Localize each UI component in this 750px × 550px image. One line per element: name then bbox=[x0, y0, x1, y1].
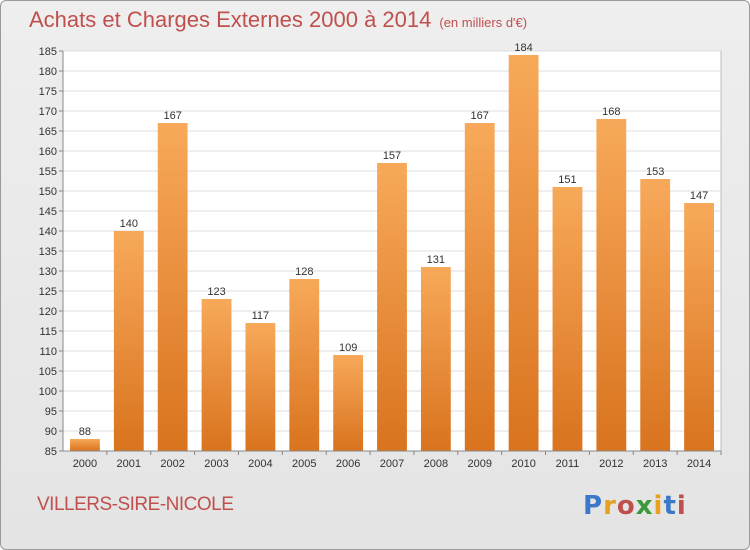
y-tick-label: 105 bbox=[39, 366, 57, 378]
logo-letter: P bbox=[583, 491, 604, 521]
data-label: 140 bbox=[120, 218, 138, 230]
logo-letter: x bbox=[635, 491, 654, 521]
y-tick-label: 145 bbox=[39, 206, 57, 218]
y-tick-label: 180 bbox=[39, 66, 57, 78]
x-tick-label: 2001 bbox=[117, 458, 141, 470]
x-tick-label: 2002 bbox=[160, 458, 184, 470]
x-tick-label: 2003 bbox=[204, 458, 228, 470]
y-tick-label: 150 bbox=[39, 186, 57, 198]
x-tick-label: 2013 bbox=[643, 458, 667, 470]
x-tick-label: 2005 bbox=[292, 458, 316, 470]
x-tick-label: 2006 bbox=[336, 458, 360, 470]
y-tick-label: 95 bbox=[45, 406, 57, 418]
proxiti-logo: Proxiti bbox=[583, 491, 687, 521]
x-tick-label: 2009 bbox=[467, 458, 491, 470]
bar bbox=[464, 123, 495, 451]
unit-note: (en milliers d'€) bbox=[439, 15, 528, 30]
data-label: 109 bbox=[339, 342, 357, 354]
data-label: 123 bbox=[207, 286, 225, 298]
bar bbox=[245, 323, 276, 451]
logo-letter: t bbox=[663, 491, 677, 521]
data-label: 168 bbox=[602, 106, 620, 118]
x-tick-label: 2007 bbox=[380, 458, 404, 470]
chart-title: Achats et Charges Externes 2000 à 2014 (e… bbox=[29, 7, 528, 32]
data-label: 117 bbox=[252, 310, 270, 322]
y-tick-label: 110 bbox=[39, 346, 57, 358]
logo-letter: i bbox=[676, 491, 687, 521]
x-tick-label: 2004 bbox=[248, 458, 272, 470]
bar bbox=[289, 279, 320, 451]
y-tick-label: 125 bbox=[39, 286, 57, 298]
bar bbox=[201, 299, 232, 451]
logo-letter: i bbox=[653, 491, 664, 521]
x-tick-label: 2011 bbox=[556, 458, 580, 470]
data-label: 147 bbox=[690, 190, 708, 202]
bar bbox=[420, 267, 451, 451]
x-tick-label: 2010 bbox=[511, 458, 535, 470]
data-label: 157 bbox=[383, 150, 401, 162]
y-tick-label: 160 bbox=[39, 146, 57, 158]
data-label: 167 bbox=[471, 110, 489, 122]
logo-letter: o bbox=[616, 491, 636, 521]
bar bbox=[508, 55, 539, 451]
bar bbox=[70, 439, 100, 451]
data-label: 184 bbox=[514, 42, 532, 54]
data-label: 151 bbox=[558, 174, 576, 186]
y-tick-label: 85 bbox=[45, 446, 57, 458]
y-tick-label: 130 bbox=[39, 266, 57, 278]
x-tick-label: 2014 bbox=[687, 458, 711, 470]
y-tick-label: 155 bbox=[39, 166, 57, 178]
bar bbox=[333, 355, 364, 451]
commune-name: VILLERS-SIRE-NICOLE bbox=[37, 494, 234, 515]
y-tick-label: 175 bbox=[39, 86, 57, 98]
data-label: 131 bbox=[427, 254, 445, 266]
y-tick-label: 170 bbox=[39, 106, 57, 118]
y-tick-label: 100 bbox=[39, 386, 57, 398]
data-label: 167 bbox=[163, 110, 181, 122]
y-tick-label: 185 bbox=[39, 46, 57, 58]
bar bbox=[157, 123, 188, 451]
bar bbox=[113, 231, 144, 451]
bar bbox=[596, 119, 627, 451]
x-tick-label: 2012 bbox=[599, 458, 623, 470]
y-tick-label: 90 bbox=[45, 426, 57, 438]
bar bbox=[640, 179, 671, 451]
x-tick-label: 2008 bbox=[424, 458, 448, 470]
logo-letter: r bbox=[603, 491, 617, 521]
data-label: 128 bbox=[295, 266, 313, 278]
y-tick-label: 135 bbox=[39, 246, 57, 258]
y-tick-label: 115 bbox=[39, 326, 57, 338]
y-tick-label: 140 bbox=[39, 226, 57, 238]
bar bbox=[377, 163, 407, 451]
x-tick-label: 2000 bbox=[73, 458, 97, 470]
bar bbox=[684, 203, 714, 451]
bar bbox=[552, 187, 583, 451]
data-label: 88 bbox=[79, 426, 91, 438]
data-label: 153 bbox=[646, 166, 664, 178]
y-tick-label: 165 bbox=[39, 126, 57, 138]
y-tick-label: 120 bbox=[39, 306, 57, 318]
